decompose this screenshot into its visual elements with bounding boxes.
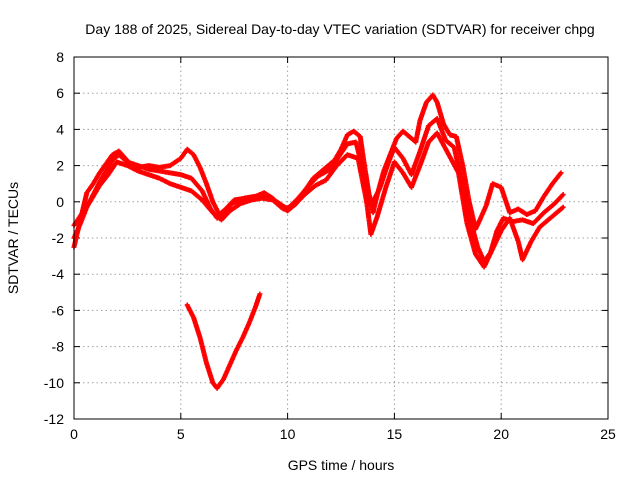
y-tick-label: -10 <box>44 375 64 391</box>
x-tick-label: 15 <box>387 426 403 442</box>
y-tick-label: -6 <box>52 302 65 318</box>
y-tick-label: 0 <box>56 194 64 210</box>
plot-frame <box>73 56 609 420</box>
y-tick-label: -2 <box>52 230 65 246</box>
series-track-d <box>184 291 263 391</box>
grid-lines <box>74 57 608 419</box>
data-point <box>257 291 263 297</box>
axis-tick-labels: 0 5 10 15 20 25 -12 -10 -8 -6 -4 -2 0 2 4 6 8 <box>44 49 616 442</box>
y-tick-label: -8 <box>52 339 65 355</box>
y-axis-label: SDTVAR / TECUs <box>5 182 21 294</box>
x-tick-label: 0 <box>70 426 78 442</box>
y-tick-label: -4 <box>52 266 65 282</box>
x-tick-label: 10 <box>280 426 296 442</box>
data-points <box>71 92 566 391</box>
x-axis-label: GPS time / hours <box>288 457 395 473</box>
chart-title: Day 188 of 2025, Sidereal Day-to-day VTE… <box>85 21 594 37</box>
series-track-c <box>71 130 566 270</box>
x-tick-label: 25 <box>600 426 616 442</box>
y-tick-label: 2 <box>56 158 64 174</box>
data-point <box>560 192 566 198</box>
x-tick-label: 5 <box>177 426 185 442</box>
data-point <box>560 204 566 210</box>
y-tick-label: 6 <box>56 85 64 101</box>
y-tick-label: 8 <box>56 49 64 65</box>
x-tick-label: 20 <box>493 426 509 442</box>
data-point <box>558 170 564 176</box>
y-tick-label: 4 <box>56 121 64 137</box>
y-tick-label: -12 <box>44 411 64 427</box>
